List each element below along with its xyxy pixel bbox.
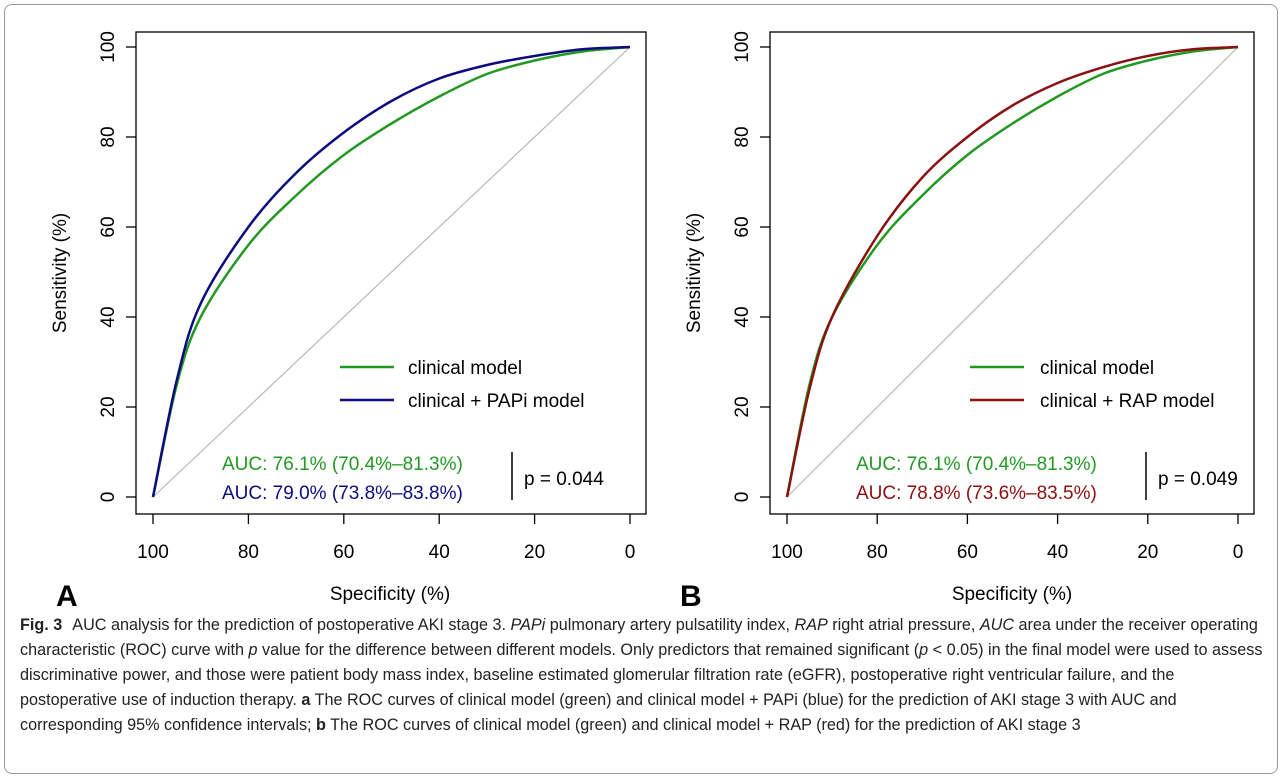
x-tick-label: 0 [625, 542, 636, 563]
y-tick-label: 20 [732, 396, 753, 417]
caption-text: AUC analysis for the prediction of posto… [72, 616, 511, 634]
x-tick-label: 0 [1233, 542, 1244, 563]
x-tick-label: 60 [957, 542, 978, 563]
panel-a-label: A [56, 580, 78, 610]
caption-text: < 0.05) in the final model were used to … [20, 641, 1263, 709]
panel-a-auc-1: AUC: 76.1% (70.4%–81.3%) [222, 454, 463, 475]
y-tick-label: 40 [732, 306, 753, 327]
x-tick-label: 80 [238, 542, 259, 563]
x-tick-label: 20 [1137, 542, 1158, 563]
panel-b-legend: clinical model clinical + RAP model [970, 358, 1214, 412]
caption-text: The ROC curves of clinical model (green)… [325, 716, 1081, 734]
y-tick-label: 60 [732, 216, 753, 237]
caption-abbr-p: p [919, 641, 929, 659]
panel-b-y-label: Sensitivity (%) [684, 213, 705, 333]
x-tick-label: 20 [524, 542, 545, 563]
x-tick-label: 100 [771, 542, 803, 563]
panel-b-plot-box [769, 31, 1255, 515]
y-tick-label: 0 [732, 492, 753, 503]
x-tick-label: 40 [1047, 542, 1068, 563]
caption-label-a: a [301, 691, 311, 709]
panel-a: 100 80 60 40 20 0 0 20 40 60 80 100 Specificity (%… [50, 31, 647, 610]
panel-a-legend: clinical model clinical + PAPi model [340, 358, 585, 412]
y-tick-label: 60 [98, 216, 119, 237]
x-tick-label: 100 [137, 542, 169, 563]
panel-b-legend-label-2: clinical + RAP model [1040, 391, 1214, 412]
caption-abbr-papi: PAPi [510, 616, 546, 634]
x-tick-label: 40 [429, 542, 450, 563]
panel-a-auc-2: AUC: 79.0% (73.8%–83.8%) [222, 483, 463, 504]
panel-b-diagonal [786, 46, 1239, 498]
caption-text: right atrial pressure, [827, 616, 980, 634]
panel-a-series-2-line [151, 45, 631, 498]
panel-a-y-label: Sensitivity (%) [50, 213, 71, 333]
caption-abbr-p: p [248, 641, 258, 659]
panel-b-x-label: Specificity (%) [952, 584, 1072, 605]
caption-abbr-rap: RAP [794, 616, 828, 634]
figure-caption: Fig. 3 AUC analysis for the prediction of… [20, 613, 1270, 738]
panel-a-x-ticks: 100 80 60 40 20 0 [137, 514, 635, 563]
caption-label-b: b [316, 716, 326, 734]
caption-fig-label: Fig. 3 [20, 616, 63, 634]
panel-a-plot-box [135, 31, 647, 515]
panel-a-y-ticks: 0 20 40 60 80 100 [98, 31, 136, 502]
y-tick-label: 0 [98, 492, 119, 503]
panel-a-legend-label-1: clinical model [408, 358, 522, 379]
y-tick-label: 100 [98, 31, 119, 63]
panel-b: 100 80 60 40 20 0 0 20 40 60 80 100 Specificity (%… [680, 31, 1255, 610]
figure-frame [4, 4, 1278, 774]
panel-b-label: B [680, 580, 702, 610]
panel-b-x-ticks: 100 80 60 40 20 0 [771, 514, 1243, 563]
panel-b-p-value: p = 0.049 [1158, 469, 1238, 490]
y-tick-label: 40 [98, 306, 119, 327]
y-tick-label: 20 [98, 396, 119, 417]
caption-text: area under the receiver operating charac… [20, 616, 1258, 659]
panel-a-x-label: Specificity (%) [330, 584, 450, 605]
panel-b-auc-2: AUC: 78.8% (73.6%–83.5%) [856, 483, 1097, 504]
panel-a-diagonal [152, 46, 631, 498]
panel-b-y-ticks: 0 20 40 60 80 100 [732, 31, 770, 502]
x-tick-label: 60 [333, 542, 354, 563]
panel-b-auc-1: AUC: 76.1% (70.4%–81.3%) [856, 454, 1097, 475]
panel-a-legend-label-2: clinical + PAPi model [408, 391, 585, 412]
panel-a-series-1-line [151, 45, 631, 498]
caption-text: pulmonary artery pulsatility index, [545, 616, 795, 634]
caption-text: The ROC curves of clinical model (green)… [20, 691, 1177, 734]
y-tick-label: 80 [98, 126, 119, 147]
y-tick-label: 80 [732, 126, 753, 147]
caption-abbr-auc: AUC [979, 616, 1015, 634]
caption-text: value for the difference between differe… [257, 641, 920, 659]
x-tick-label: 80 [867, 542, 888, 563]
y-tick-label: 100 [732, 31, 753, 63]
panel-b-legend-label-1: clinical model [1040, 358, 1154, 379]
figure-panels: 100 80 60 40 20 0 0 20 40 60 80 100 Specificity (%… [50, 31, 1255, 610]
panel-b-series-2-line [785, 45, 1239, 498]
panel-a-p-value: p = 0.044 [524, 469, 604, 490]
